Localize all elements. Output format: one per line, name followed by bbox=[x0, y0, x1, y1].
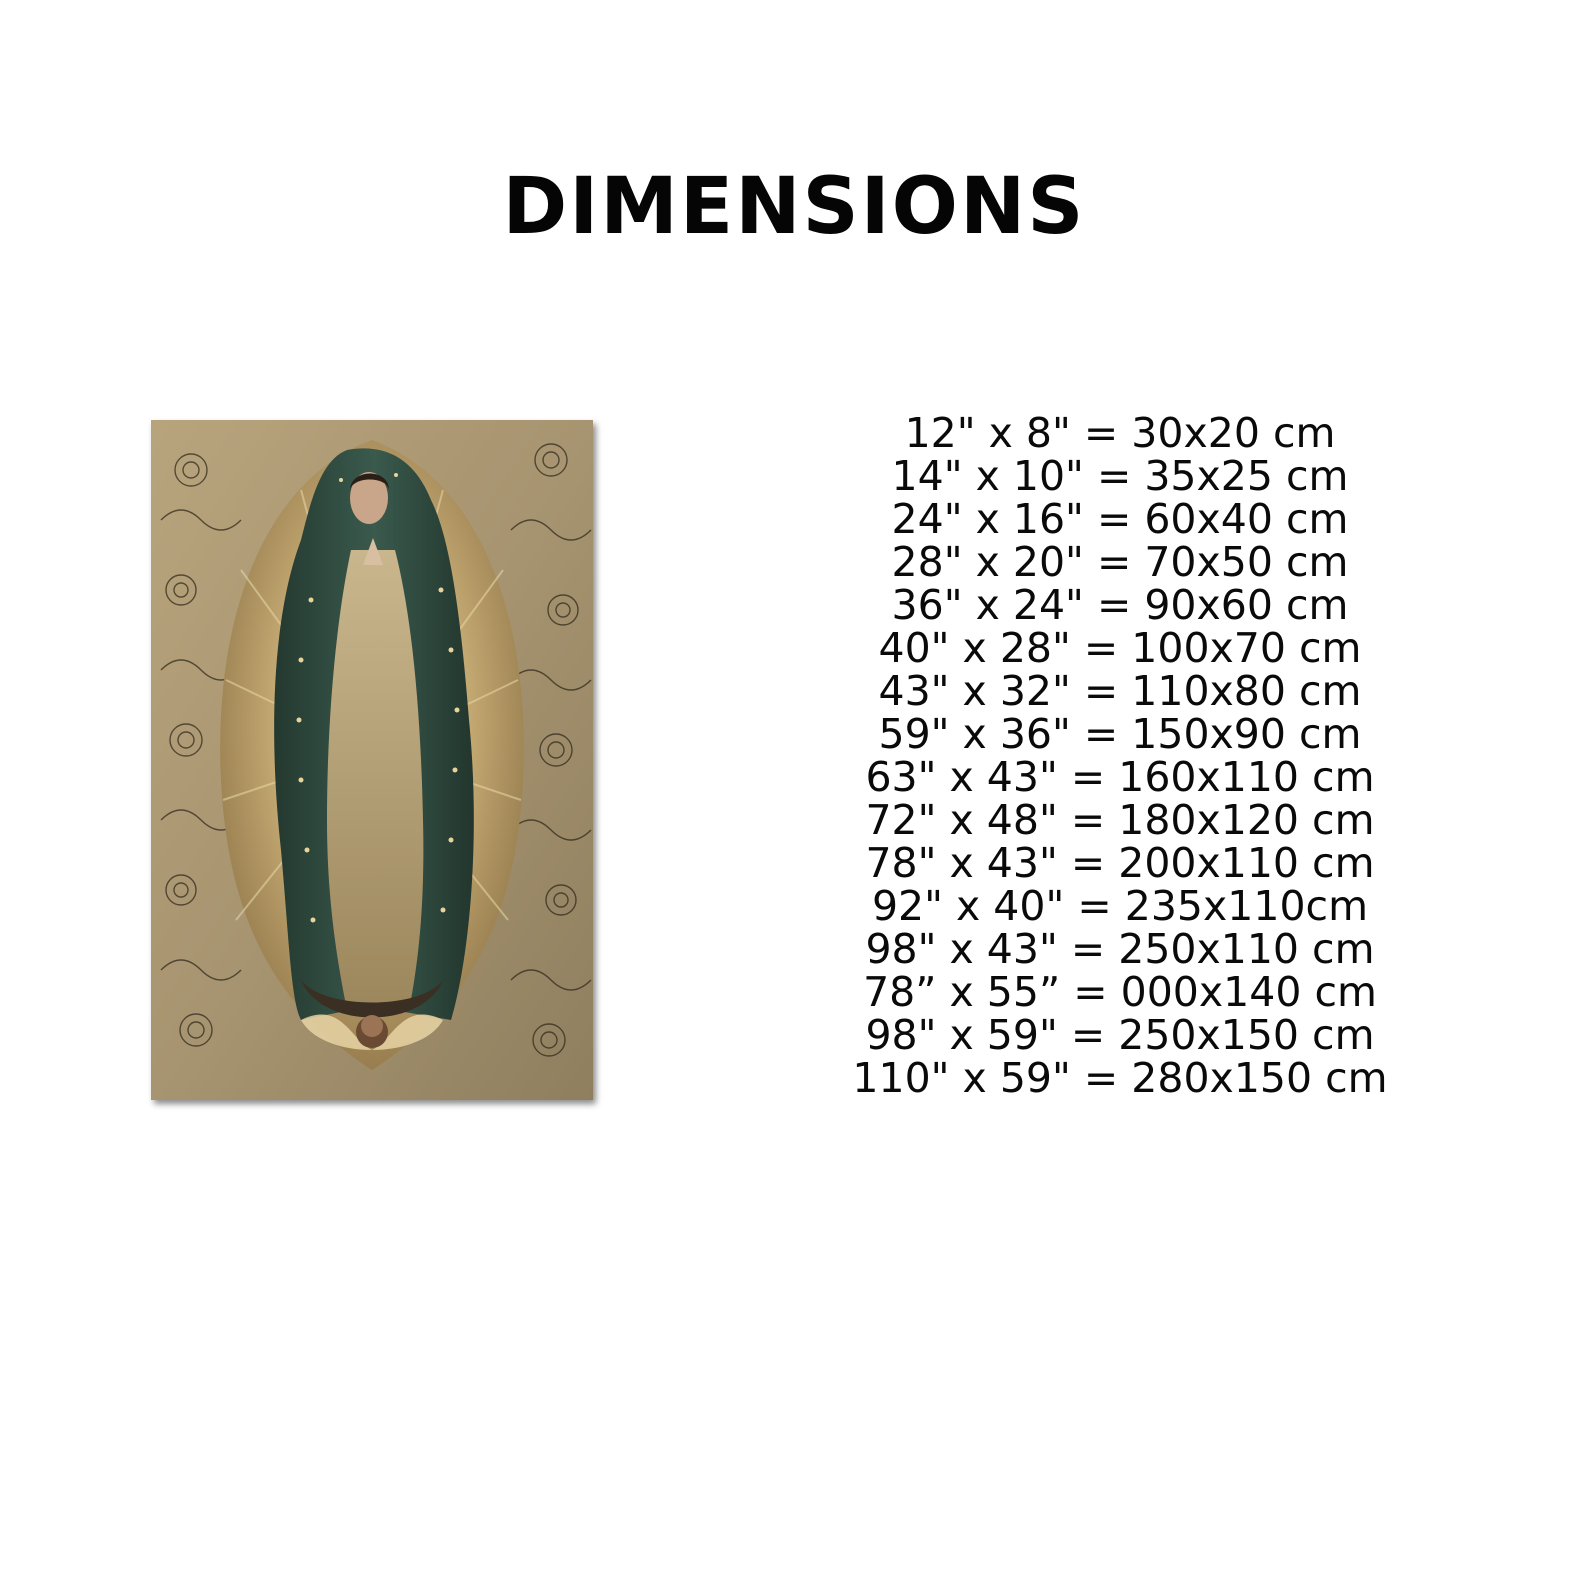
canvas-print-image bbox=[151, 420, 593, 1100]
size-row: 72" x 48" = 180x120 cm bbox=[865, 796, 1375, 844]
size-row: 24" x 16" = 60x40 cm bbox=[891, 495, 1349, 543]
size-row: 63" x 43" = 160x110 cm bbox=[865, 753, 1375, 801]
size-row: 59" x 36" = 150x90 cm bbox=[878, 710, 1362, 758]
size-row: 14" x 10" = 35x25 cm bbox=[891, 452, 1349, 500]
size-row: 43" x 32" = 110x80 cm bbox=[878, 667, 1362, 715]
size-row: 12" x 8" = 30x20 cm bbox=[904, 409, 1336, 457]
size-row: 78” x 55” = 000x140 cm bbox=[863, 968, 1377, 1016]
size-row: 28" x 20" = 70x50 cm bbox=[891, 538, 1349, 586]
size-row: 36" x 24" = 90x60 cm bbox=[891, 581, 1349, 629]
size-row: 40" x 28" = 100x70 cm bbox=[878, 624, 1362, 672]
size-row: 98" x 43" = 250x110 cm bbox=[865, 925, 1375, 973]
size-row: 92" x 40" = 235x110cm bbox=[871, 882, 1369, 930]
size-row: 98" x 59" = 250x150 cm bbox=[865, 1011, 1375, 1059]
dimensions-list: 12" x 8" = 30x20 cm 14" x 10" = 35x25 cm… bbox=[810, 412, 1430, 1100]
page-title: DIMENSIONS bbox=[502, 162, 1086, 252]
size-row: 110" x 59" = 280x150 cm bbox=[852, 1054, 1388, 1102]
canvas-print-artwork bbox=[151, 420, 593, 1100]
size-row: 78" x 43" = 200x110 cm bbox=[865, 839, 1375, 887]
